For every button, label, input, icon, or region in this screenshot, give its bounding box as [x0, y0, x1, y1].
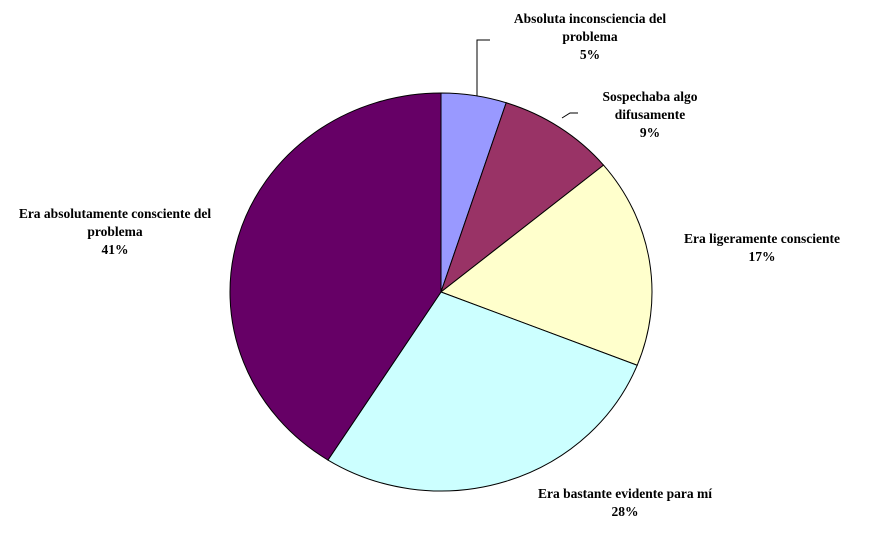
- slice-label: Era ligeramente consciente 17%: [642, 230, 872, 266]
- pie-slice: [439, 164, 653, 366]
- pie-slice: [439, 102, 605, 294]
- slice-category-label: Absoluta inconsciencia del problema: [513, 11, 667, 44]
- slice-value-label: 5%: [579, 47, 601, 62]
- slice-value-label: 28%: [611, 504, 639, 519]
- slice-label: Sospechaba algo difusamente 9%: [580, 88, 720, 142]
- leader-line: [561, 112, 578, 119]
- slice-label: Absoluta inconsciencia del problema 5%: [495, 10, 685, 64]
- pie-slice: [229, 92, 442, 461]
- slice-label: Era absolutamente consciente del problem…: [15, 205, 215, 259]
- slice-label: Era bastante evidente para mí 28%: [525, 485, 725, 521]
- slice-value-label: 41%: [101, 242, 129, 257]
- slice-category-label: Era ligeramente consciente: [684, 231, 840, 246]
- slice-value-label: 9%: [639, 125, 661, 140]
- slice-value-label: 17%: [748, 249, 776, 264]
- slice-category-label: Sospechaba algo difusamente: [602, 89, 698, 122]
- slice-category-label: Era absolutamente consciente del problem…: [18, 206, 212, 239]
- pie-slice: [327, 291, 638, 492]
- leader-line: [476, 39, 490, 97]
- slice-category-label: Era bastante evidente para mí: [538, 486, 712, 501]
